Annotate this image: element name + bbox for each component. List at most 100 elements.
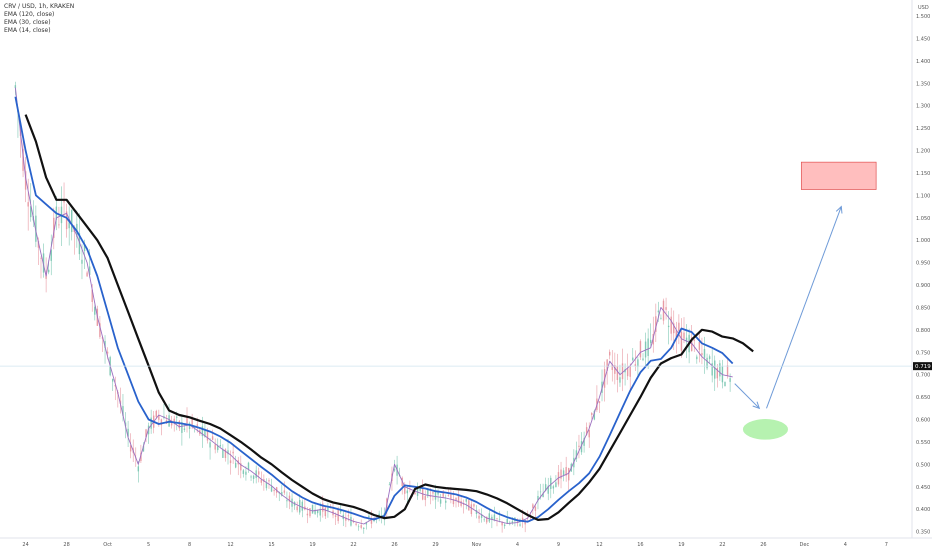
candle-body bbox=[345, 517, 347, 521]
candle-body bbox=[355, 523, 357, 525]
price-tick-label: 1.050 bbox=[916, 216, 930, 222]
currency-label: USD bbox=[918, 5, 929, 11]
candle-body bbox=[265, 482, 268, 489]
price-tick-label: 1.450 bbox=[916, 36, 930, 42]
indicator-ema30[interactable]: EMA (30, close) bbox=[4, 19, 51, 26]
candle-body bbox=[204, 429, 206, 437]
candle-body bbox=[112, 378, 114, 382]
candle-body bbox=[468, 500, 470, 511]
candle-body bbox=[404, 484, 406, 494]
candle-body bbox=[40, 258, 42, 259]
candle-body bbox=[252, 475, 255, 479]
symbol-title[interactable]: CRV / USD, 1h, KRAKEN bbox=[4, 3, 75, 10]
candle-body bbox=[706, 357, 708, 369]
candle-body bbox=[726, 365, 729, 376]
price-tick-label: 0.450 bbox=[916, 485, 930, 491]
candle-body bbox=[201, 426, 204, 437]
price-axis[interactable]: 0.350 0.400 0.450 0.500 0.550 0.600 0.650 0.700… bbox=[916, 14, 930, 536]
price-tick-label: 0.750 bbox=[916, 350, 930, 356]
candle-body bbox=[580, 441, 583, 453]
time-tick-label: 9 bbox=[557, 542, 560, 548]
time-tick-label: 29 bbox=[432, 542, 438, 548]
candle-body bbox=[104, 340, 106, 348]
candle-body bbox=[483, 519, 485, 521]
arrow-down-shaft bbox=[734, 383, 760, 409]
candle-body bbox=[532, 504, 534, 508]
candle-body bbox=[245, 471, 247, 475]
candle-body bbox=[670, 316, 672, 334]
candle-body bbox=[588, 429, 590, 438]
candle-body bbox=[242, 470, 245, 474]
candle-body bbox=[696, 356, 698, 360]
candle-body bbox=[462, 503, 465, 505]
candle-body bbox=[388, 484, 391, 486]
candle-body bbox=[450, 494, 452, 500]
candle-body bbox=[626, 367, 629, 377]
candle-body bbox=[30, 206, 32, 218]
candle-body bbox=[591, 413, 593, 415]
price-tick-label: 0.800 bbox=[916, 328, 930, 334]
candle-body bbox=[224, 449, 227, 458]
ema120-line bbox=[24, 114, 754, 521]
candle-body bbox=[562, 470, 565, 475]
price-tick-label: 1.400 bbox=[916, 59, 930, 65]
arrow-up-shaft bbox=[766, 206, 842, 409]
candle-body bbox=[703, 348, 706, 358]
candle-body bbox=[350, 516, 352, 526]
time-tick-label: 26 bbox=[760, 542, 766, 548]
indicator-ema14[interactable]: EMA (14, close) bbox=[4, 27, 51, 34]
candle-body bbox=[660, 317, 662, 319]
indicator-ema120[interactable]: EMA (120, close) bbox=[4, 11, 55, 18]
candle-body bbox=[565, 467, 567, 476]
candle-body bbox=[352, 521, 355, 523]
candle-body bbox=[506, 518, 508, 524]
time-tick-label: 12 bbox=[596, 542, 602, 548]
candle-body bbox=[58, 224, 60, 226]
candle-body bbox=[71, 209, 73, 233]
candle-body bbox=[234, 462, 237, 468]
candle-body bbox=[227, 450, 229, 455]
candle-body bbox=[334, 515, 337, 517]
candle-body bbox=[575, 450, 578, 459]
chart-legend: CRV / USD, 1h, KRAKEN EMA (120, close) E… bbox=[4, 3, 74, 35]
candle-body bbox=[53, 217, 55, 238]
price-tick-label: 0.600 bbox=[916, 418, 930, 424]
candle-body bbox=[598, 401, 601, 404]
candle-body bbox=[486, 516, 488, 523]
candle-body bbox=[47, 269, 50, 273]
drawing-annotations[interactable] bbox=[734, 161, 877, 440]
candle-body bbox=[442, 492, 444, 497]
candle-body bbox=[365, 522, 368, 525]
candle-body bbox=[724, 381, 726, 387]
candle-body bbox=[309, 508, 311, 517]
price-tick-label: 1.000 bbox=[916, 238, 930, 244]
ema-series-group bbox=[14, 87, 754, 525]
candle-body bbox=[624, 369, 626, 373]
ema30-line bbox=[14, 96, 734, 523]
candle-body bbox=[568, 468, 570, 481]
price-tick-label: 0.650 bbox=[916, 395, 930, 401]
candle-body bbox=[363, 527, 365, 529]
candle-body bbox=[690, 337, 693, 352]
arrow-down-head bbox=[752, 401, 761, 410]
candle-body bbox=[170, 420, 173, 426]
candle-body bbox=[24, 171, 27, 190]
candle-body bbox=[99, 323, 101, 337]
support-zone-ellipse[interactable] bbox=[742, 419, 789, 440]
candle-body bbox=[542, 493, 544, 498]
candle-body bbox=[406, 490, 409, 494]
candle-body bbox=[250, 476, 252, 478]
candle-body bbox=[678, 322, 680, 332]
candle-body bbox=[122, 406, 124, 416]
candle-body bbox=[667, 325, 670, 328]
candle-body bbox=[50, 249, 52, 261]
time-tick-label: 15 bbox=[268, 542, 274, 548]
candle-body bbox=[427, 489, 429, 497]
candle-body bbox=[539, 491, 542, 493]
target-zone-rectangle[interactable] bbox=[800, 161, 877, 190]
time-axis[interactable]: 24 28 Oct 5 8 12 15 19 22 26 29 Nov 4 9 12 16 19 22 26 Dec 4… bbox=[22, 542, 888, 548]
candle-body bbox=[270, 486, 273, 492]
candle-body bbox=[685, 337, 688, 343]
candle-body bbox=[555, 482, 557, 488]
